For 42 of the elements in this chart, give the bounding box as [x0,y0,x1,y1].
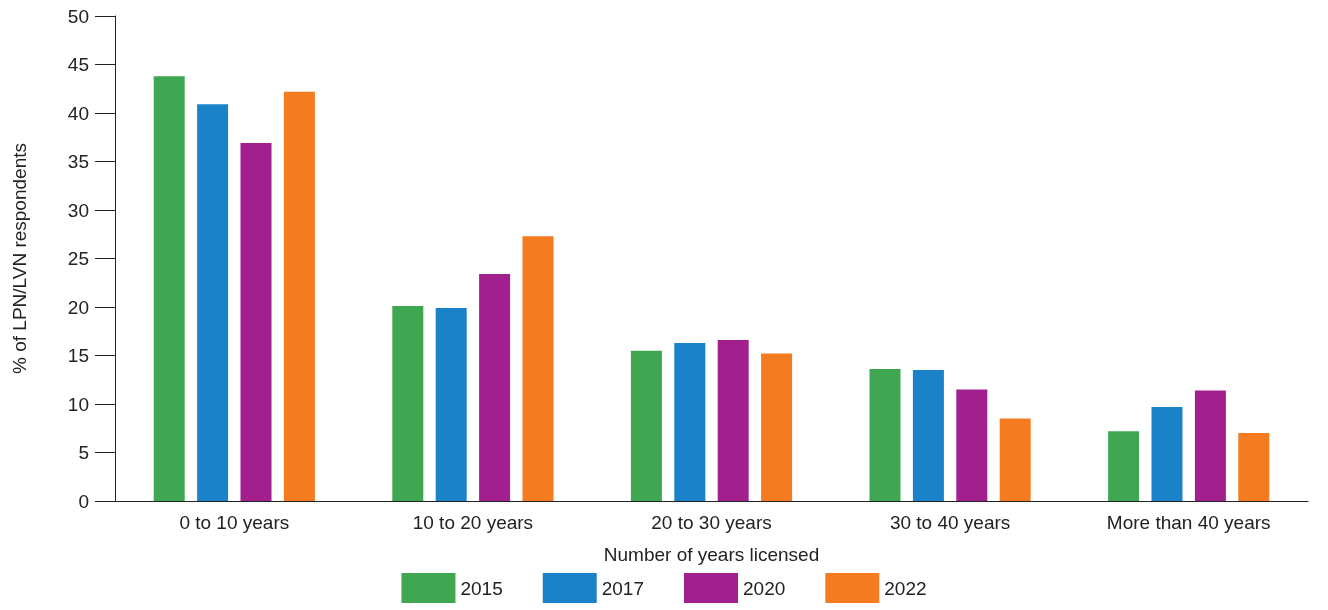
bar [392,306,424,501]
y-tick-label: 45 [67,54,89,75]
y-tick-label: 50 [67,5,89,27]
legend-label: 2020 [743,577,786,599]
bar [1194,390,1226,501]
bar [956,389,988,501]
bar [1238,433,1270,501]
y-tick-label: 35 [67,151,89,172]
bar [153,76,185,501]
bar [717,339,749,501]
y-tick-label: 15 [67,345,89,366]
bar [479,274,511,501]
bar [761,353,793,501]
y-tick-label: 10 [67,393,89,415]
legend-label: 2015 [460,577,503,599]
y-tick-label: 25 [67,248,89,269]
bar [1108,431,1140,501]
y-tick-label: 40 [67,102,89,124]
bar [1151,406,1183,501]
bar [240,143,272,501]
bar [630,350,662,501]
y-tick-label: 5 [78,442,89,463]
x-tick-label: 10 to 20 years [412,512,534,533]
x-tick-label: 20 to 30 years [651,512,772,533]
bar [435,307,467,501]
bar [869,369,901,501]
bar [522,236,554,501]
x-axis-title: Number of years licensed [603,544,820,565]
y-tick-label: 0 [78,490,89,512]
bar [674,342,706,501]
legend-label: 2022 [884,577,927,599]
bar [283,91,315,501]
x-tick-label: 30 to 40 years [889,512,1011,533]
bar [912,370,944,501]
legend-label: 2017 [601,577,645,599]
y-tick-label: 20 [67,296,89,318]
bar [999,418,1031,501]
x-tick-label: 0 to 10 years [179,512,290,533]
bar [197,104,229,501]
y-axis-title: % of LPN/LVN respondents [9,143,30,374]
x-tick-label: More than 40 years [1106,512,1271,533]
y-tick-label: 30 [67,199,89,221]
